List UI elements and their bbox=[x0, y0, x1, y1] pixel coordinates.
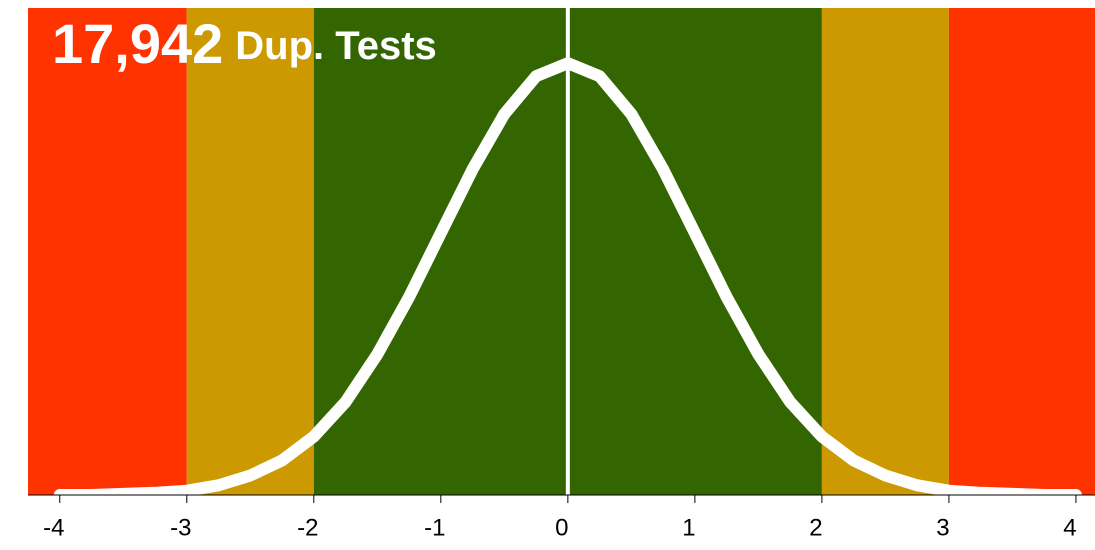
x-tick-label: 1 bbox=[682, 514, 695, 541]
x-tick-label: -4 bbox=[43, 514, 64, 541]
x-tick-label: -1 bbox=[424, 514, 445, 541]
curve bbox=[53, 57, 1082, 501]
band bbox=[186, 8, 314, 495]
title-text: Dup. Tests bbox=[235, 24, 437, 68]
chart-title: 17,942 Dup. Tests bbox=[52, 12, 437, 75]
band bbox=[821, 8, 949, 495]
x-tick-label: 3 bbox=[936, 514, 949, 541]
x-tick-label: -2 bbox=[297, 514, 318, 541]
x-tick-label: 2 bbox=[809, 514, 822, 541]
count-label: 17,942 bbox=[52, 12, 223, 75]
x-tick-label: 4 bbox=[1063, 514, 1076, 541]
x-tick-label: -3 bbox=[170, 514, 191, 541]
x-tick-label: 0 bbox=[555, 514, 568, 541]
band bbox=[948, 8, 1095, 495]
band bbox=[28, 8, 187, 495]
